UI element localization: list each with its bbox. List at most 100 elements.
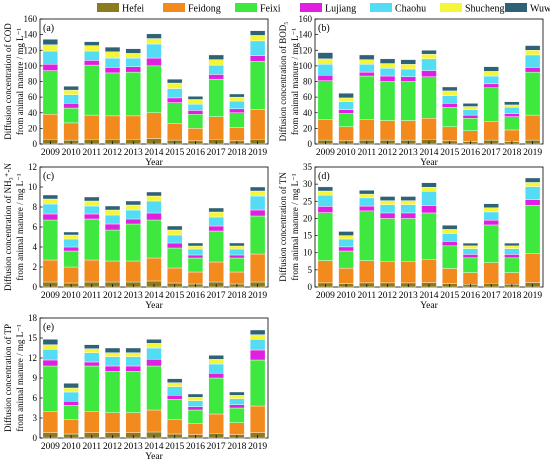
bar-segment-lujiang bbox=[338, 109, 354, 114]
bar-segment-shucheng bbox=[229, 96, 245, 102]
bar-segment-feidong bbox=[483, 262, 499, 284]
bar-segment-wuwei bbox=[504, 101, 520, 106]
bar-segment-lujiang bbox=[167, 97, 183, 103]
y-tick-label: 15 bbox=[303, 231, 313, 241]
bar-segment-feixi bbox=[317, 80, 334, 120]
bar-segment-chaohu bbox=[125, 57, 141, 67]
bar-stack-2012 bbox=[379, 196, 396, 288]
bar-segment-feixi bbox=[125, 371, 141, 413]
bar-segment-wuwei bbox=[249, 30, 266, 36]
bar-segment-wuwei bbox=[524, 177, 541, 183]
bar-segment-shucheng bbox=[167, 82, 183, 89]
bar-segment-chaohu bbox=[146, 200, 162, 214]
x-tick-label: 2014 bbox=[145, 148, 164, 158]
bar-segment-chaohu bbox=[359, 197, 375, 207]
x-tick-label: 2013 bbox=[399, 148, 418, 158]
bar-segment-lujiang bbox=[146, 57, 162, 67]
y-tick-label: 4 bbox=[33, 242, 38, 252]
bar-segment-feixi bbox=[63, 107, 79, 124]
bar-segment-feidong bbox=[359, 260, 375, 284]
bar-segment-wuwei bbox=[229, 391, 245, 396]
x-tick-label: 2009 bbox=[41, 442, 60, 452]
y-tick-label: 80 bbox=[28, 77, 38, 87]
x-tick-label: 2010 bbox=[337, 148, 356, 158]
bar-segment-lujiang bbox=[249, 55, 266, 62]
bar-segment-wuwei bbox=[84, 196, 100, 202]
bar-segment-lujiang bbox=[63, 246, 79, 252]
bar-segment-shucheng bbox=[63, 89, 79, 95]
bar-segment-wuwei bbox=[208, 207, 224, 213]
x-axis-title: Year bbox=[420, 158, 438, 168]
y-tick-label: 40 bbox=[28, 108, 38, 118]
bar-segment-wuwei bbox=[187, 393, 204, 398]
bar-segment-lujiang bbox=[249, 349, 266, 361]
bar-segment-wuwei bbox=[104, 347, 121, 353]
bar-segment-chaohu bbox=[187, 400, 204, 407]
x-tick-label: 2015 bbox=[165, 442, 184, 452]
bar-segment-feidong bbox=[146, 112, 162, 139]
bar-segment-wuwei bbox=[187, 96, 204, 100]
bar-stack-2019 bbox=[249, 329, 266, 439]
bar-segment-chaohu bbox=[504, 107, 520, 114]
bar-segment-wuwei bbox=[63, 231, 79, 236]
legend-label: Shucheng bbox=[465, 4, 504, 15]
x-tick-label: 2017 bbox=[482, 148, 501, 158]
x-tick-label: 2010 bbox=[337, 291, 356, 301]
bar-segment-feixi bbox=[249, 359, 266, 407]
bar-segment-chaohu bbox=[208, 64, 224, 75]
bar-segment-feixi bbox=[42, 219, 59, 261]
legend-item-feidong: Feidong bbox=[163, 3, 221, 15]
bar-segment-feidong bbox=[146, 409, 162, 433]
bar-segment-shucheng bbox=[483, 71, 499, 77]
y-tick-label: 6 bbox=[33, 222, 38, 232]
y-tick-label: 10 bbox=[28, 182, 38, 192]
bar-segment-shucheng bbox=[524, 50, 541, 56]
legend-swatch bbox=[300, 3, 322, 12]
x-tick-label: 2011 bbox=[82, 442, 101, 452]
bar-segment-chaohu bbox=[125, 209, 141, 220]
panel-label: (c) bbox=[43, 171, 54, 182]
x-tick-label: 2015 bbox=[440, 148, 459, 158]
bar-segment-feixi bbox=[84, 365, 100, 412]
bar-segment-shucheng bbox=[249, 334, 266, 340]
x-tick-label: 2011 bbox=[357, 291, 376, 301]
bar-segment-lujiang bbox=[146, 359, 162, 367]
bar-stack-2011 bbox=[359, 54, 375, 145]
bar-segment-lujiang bbox=[229, 108, 245, 113]
x-tick-label: 2011 bbox=[82, 291, 101, 301]
y-tick-label: 0 bbox=[33, 139, 38, 149]
bar-stack-2010 bbox=[338, 93, 354, 145]
x-tick-label: 2010 bbox=[62, 442, 81, 452]
bar-segment-lujiang bbox=[504, 254, 520, 259]
bar-segment-wuwei bbox=[400, 59, 416, 65]
bar-stack-2015 bbox=[442, 225, 458, 288]
bar-segment-chaohu bbox=[524, 186, 541, 200]
bar-segment-feidong bbox=[249, 405, 266, 433]
bar-segment-feixi bbox=[208, 78, 224, 117]
bar-segment-lujiang bbox=[125, 66, 141, 73]
legend-label: Wuwei bbox=[530, 4, 550, 15]
bar-segment-feixi bbox=[208, 230, 224, 263]
bar-segment-lujiang bbox=[187, 110, 204, 115]
y-tick-label: 12 bbox=[28, 353, 37, 363]
bar-segment-feidong bbox=[208, 116, 224, 140]
x-tick-label: 2012 bbox=[103, 442, 122, 452]
legend-swatch bbox=[235, 3, 257, 12]
y-tick-label: 20 bbox=[303, 123, 313, 133]
y-tick-label: 40 bbox=[303, 108, 313, 118]
bar-segment-lujiang bbox=[462, 254, 479, 259]
bar-segment-shucheng bbox=[63, 234, 79, 240]
bar-segment-feixi bbox=[483, 224, 499, 263]
bar-segment-wuwei bbox=[42, 194, 59, 200]
bar-segment-shucheng bbox=[462, 106, 479, 110]
x-tick-label: 2014 bbox=[145, 291, 164, 301]
bar-segment-chaohu bbox=[359, 64, 375, 73]
bar-segment-shucheng bbox=[146, 195, 162, 202]
bar-segment-shucheng bbox=[104, 352, 121, 357]
bar-segment-chaohu bbox=[84, 205, 100, 215]
bar-segment-wuwei bbox=[125, 48, 141, 54]
bar-stack-2009 bbox=[317, 186, 334, 288]
y-tick-label: 5 bbox=[308, 265, 313, 275]
bar-segment-feidong bbox=[125, 412, 141, 433]
bar-segment-chaohu bbox=[421, 191, 437, 206]
